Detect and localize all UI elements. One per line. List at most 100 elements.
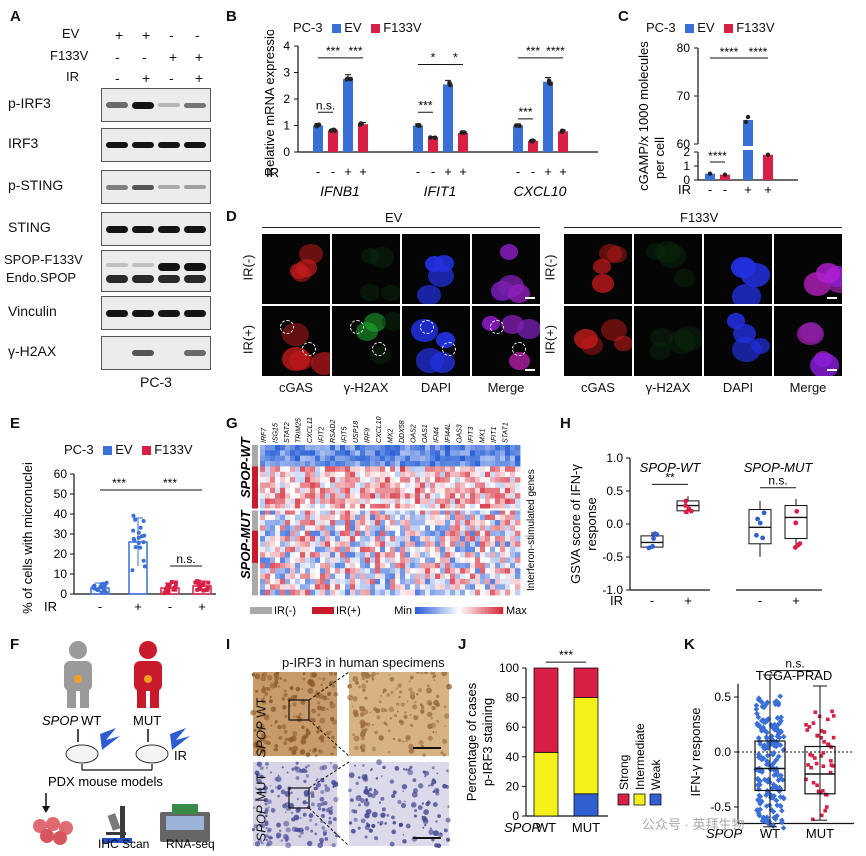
heatmap-cell	[485, 450, 491, 457]
heatmap-cell	[375, 466, 381, 473]
heatmap-cell	[395, 455, 401, 462]
heatmap-cell	[420, 557, 426, 564]
heatmap-cell	[370, 525, 376, 532]
stacked-bar-segment	[573, 793, 599, 817]
stain-spot	[258, 711, 262, 714]
heatmap-cell	[460, 503, 466, 510]
heatmap-cell	[405, 514, 411, 521]
heatmap-cell	[430, 530, 436, 537]
heatmap-cell	[440, 589, 446, 596]
heatmap-cell	[485, 514, 491, 521]
blot-panel	[101, 88, 211, 122]
heatmap-cell	[475, 509, 481, 516]
row-annotation	[252, 503, 258, 510]
heatmap-cell	[325, 477, 331, 483]
bar	[443, 84, 453, 152]
stain-spot	[251, 827, 256, 832]
heatmap-cell	[445, 578, 451, 585]
heatmap-cell	[445, 455, 451, 462]
stain-spot	[348, 821, 353, 825]
heatmap-cell	[455, 482, 461, 489]
panel-letter-h: H	[560, 415, 571, 432]
legend-swatch	[633, 793, 646, 806]
heatmap-cell	[370, 482, 376, 489]
heatmap-cell	[435, 562, 441, 569]
heatmap-cell	[280, 477, 286, 483]
heatmap-cell	[385, 562, 391, 569]
stain-spot	[290, 791, 293, 795]
stain-spot	[322, 816, 325, 819]
stain-spot	[269, 695, 272, 699]
heatmap-cell	[480, 514, 486, 521]
heatmap-cell	[270, 466, 276, 473]
gene-label: CXCL10	[376, 416, 383, 443]
heatmap-cell	[390, 509, 396, 516]
row-annotation	[252, 525, 258, 532]
data-point	[131, 536, 136, 541]
data-point	[201, 588, 206, 593]
heatmap-cell	[380, 562, 386, 569]
heatmap-cell	[460, 493, 466, 499]
heatmap-cell	[425, 503, 431, 510]
heatmap-cell	[425, 514, 431, 521]
heatmap-cell	[490, 546, 496, 553]
data-point	[761, 510, 767, 516]
stain-spot	[391, 829, 397, 835]
data-point	[447, 80, 452, 86]
heatmap-cell	[435, 557, 441, 564]
heatmap-cell	[410, 450, 416, 457]
heatmap-cell	[315, 552, 321, 558]
heatmap-cell	[415, 471, 421, 478]
heatmap-cell	[300, 530, 306, 537]
heatmap-cell	[285, 546, 291, 553]
micrograph	[332, 306, 400, 376]
data-point	[91, 585, 96, 590]
heatmap-cell	[295, 578, 301, 585]
heatmap-cell	[335, 455, 341, 462]
heatmap-cell	[280, 471, 286, 478]
micrograph	[262, 234, 330, 304]
ir-sign: +	[198, 599, 206, 614]
stain-spot	[349, 798, 354, 803]
stain-spot	[286, 771, 289, 774]
heatmap-cell	[380, 541, 386, 548]
heatmap-cell	[385, 509, 391, 516]
heatmap-cell	[505, 503, 511, 510]
heatmap-cell	[460, 584, 466, 591]
legend-f133v-swatch	[142, 446, 152, 456]
heatmap-cell	[315, 461, 321, 467]
ihc-images	[250, 672, 452, 849]
stain-spot	[431, 705, 436, 711]
data-point	[779, 807, 785, 814]
stain-spot	[413, 814, 417, 818]
heatmap-cell	[380, 493, 386, 499]
heatmap-cell	[455, 450, 461, 457]
stain-spot	[392, 821, 397, 825]
gene-label: USP18	[353, 421, 360, 443]
stain-spot	[422, 817, 429, 823]
heatmap-cell	[445, 525, 451, 532]
heatmap-cell	[460, 482, 466, 489]
stain-spot	[363, 788, 370, 795]
heatmap-cell	[300, 536, 306, 542]
heatmap-cell	[365, 503, 371, 510]
heatmap-cell	[515, 568, 521, 574]
blot-panel	[101, 170, 211, 204]
stain-spot	[383, 721, 387, 725]
stain-spot	[317, 807, 322, 811]
colorbar-step	[465, 607, 468, 614]
heatmap-cell	[480, 557, 486, 564]
heatmap-cell	[355, 568, 361, 574]
blot-band	[132, 275, 154, 283]
stain-spot	[284, 802, 287, 805]
heatmap-cell	[450, 493, 456, 499]
heatmap-cell	[310, 568, 316, 574]
stain-spot	[364, 824, 371, 831]
heatmap-cell	[385, 546, 391, 553]
heatmap-cell	[490, 557, 496, 564]
y-axis-label: % of cells with micronuclei	[20, 462, 35, 614]
heatmap-cell	[355, 530, 361, 537]
